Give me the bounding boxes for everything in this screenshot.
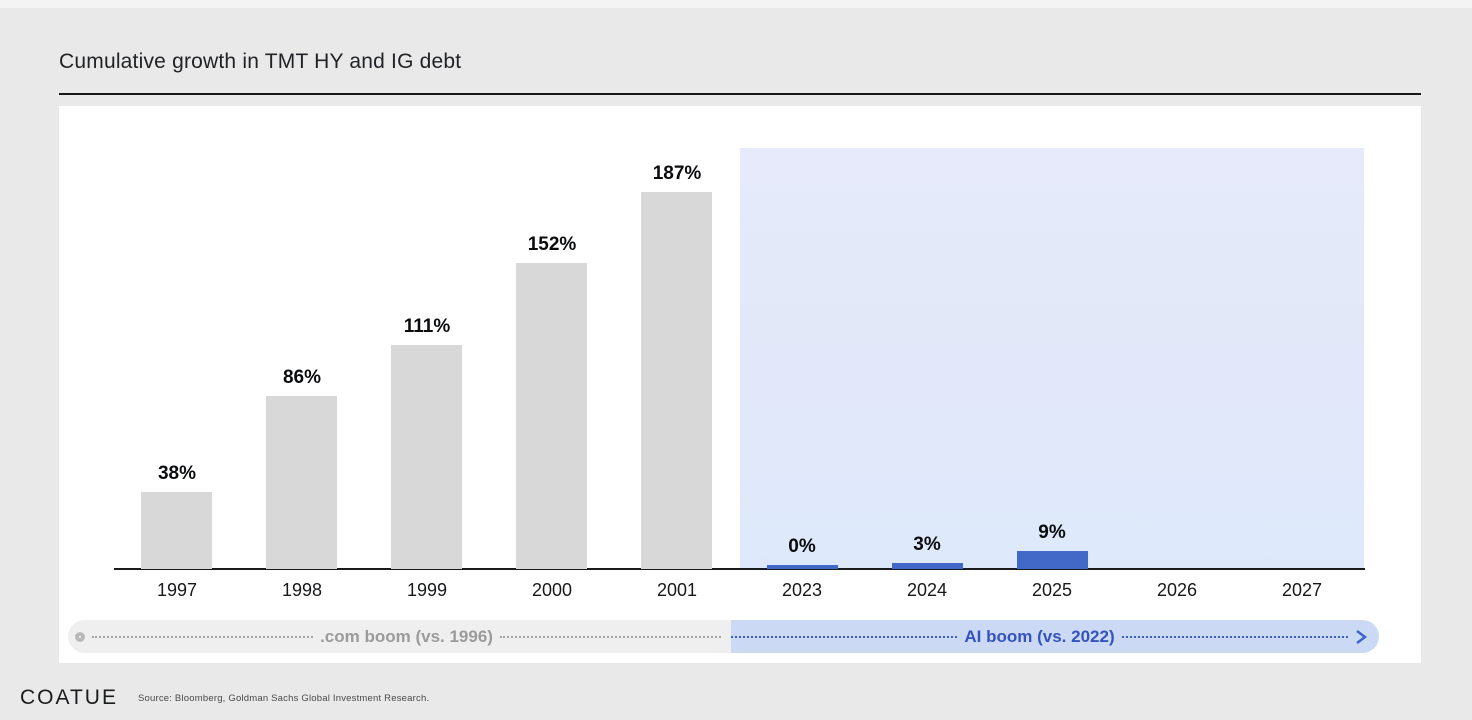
bar-value-label-2025: 9% bbox=[1038, 522, 1066, 543]
era-band-ai: AI boom (vs. 2022) bbox=[731, 620, 1379, 653]
era-band-ai-label: AI boom (vs. 2022) bbox=[964, 626, 1115, 646]
source-note: Source: Bloomberg, Goldman Sachs Global … bbox=[137, 692, 430, 704]
x-tick-1998: 1998 bbox=[281, 580, 323, 600]
x-tick-2000: 2000 bbox=[531, 580, 573, 600]
x-tick-1999: 1999 bbox=[406, 580, 448, 600]
x-tick-1997: 1997 bbox=[156, 580, 198, 600]
x-axis-line bbox=[114, 568, 1365, 570]
dotted-line bbox=[731, 635, 958, 638]
ai-boom-highlight-region bbox=[740, 148, 1364, 569]
bar-2024 bbox=[892, 563, 963, 569]
bar-value-label-2023: 0% bbox=[788, 536, 816, 557]
bar-1998 bbox=[266, 396, 337, 569]
arrow-right-icon bbox=[1355, 629, 1367, 644]
x-tick-2025: 2025 bbox=[1031, 580, 1073, 600]
era-band-dotcom-label: .com boom (vs. 1996) bbox=[320, 626, 493, 646]
title-divider bbox=[59, 93, 1421, 95]
bar-2000 bbox=[516, 263, 587, 569]
x-tick-2001: 2001 bbox=[656, 580, 698, 600]
bar-2025 bbox=[1017, 551, 1088, 569]
era-band-dotcom: .com boom (vs. 1996) bbox=[68, 620, 731, 653]
era-band-row: .com boom (vs. 1996) AI boom (vs. 2022) bbox=[68, 620, 1379, 653]
coatue-logo: COATUE bbox=[20, 686, 118, 709]
x-tick-2023: 2023 bbox=[781, 580, 823, 600]
plot-area: 38% 86% 111% 152% 187% 0% 3% 9% bbox=[114, 148, 1365, 570]
circle-start-icon bbox=[75, 631, 85, 642]
x-axis-labels: 1997 1998 1999 2000 2001 2023 2024 2025 2026 2027 bbox=[114, 580, 1365, 604]
bar-1997 bbox=[141, 492, 212, 569]
top-edge-strip bbox=[0, 0, 1472, 8]
dotted-line bbox=[92, 635, 314, 638]
bar-value-label-2001: 187% bbox=[652, 163, 702, 184]
dotted-line bbox=[1121, 635, 1348, 638]
bar-value-label-1999: 111% bbox=[403, 316, 451, 337]
chart-card: 38% 86% 111% 152% 187% 0% 3% 9% 1997 1998 1999 200… bbox=[59, 106, 1421, 663]
x-tick-2026: 2026 bbox=[1156, 580, 1198, 600]
bar-value-label-2000: 152% bbox=[527, 234, 577, 255]
dotted-line bbox=[499, 635, 722, 638]
bar-2023 bbox=[767, 565, 838, 569]
footer: COATUE Source: Bloomberg, Goldman Sachs … bbox=[20, 686, 429, 710]
page-title: Cumulative growth in TMT HY and IG debt bbox=[59, 50, 462, 73]
x-tick-2027: 2027 bbox=[1281, 580, 1323, 600]
bar-value-label-1997: 38% bbox=[157, 463, 197, 484]
x-tick-2024: 2024 bbox=[906, 580, 948, 600]
bar-value-label-1998: 86% bbox=[282, 367, 322, 388]
bar-1999 bbox=[391, 345, 462, 569]
bar-value-label-2024: 3% bbox=[913, 534, 941, 555]
bar-2001 bbox=[641, 192, 712, 569]
